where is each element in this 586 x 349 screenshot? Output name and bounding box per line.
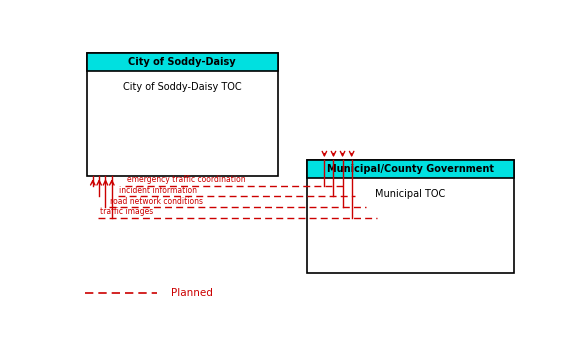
Text: Planned: Planned (171, 288, 213, 298)
Text: road network conditions: road network conditions (110, 196, 203, 206)
Text: City of Soddy-Daisy TOC: City of Soddy-Daisy TOC (123, 82, 241, 92)
Bar (87, 53, 278, 176)
Text: City of Soddy-Daisy: City of Soddy-Daisy (128, 57, 236, 67)
Bar (307, 160, 514, 178)
Bar (307, 160, 514, 273)
Text: Municipal TOC: Municipal TOC (375, 189, 445, 199)
Text: incident information: incident information (119, 186, 197, 195)
Text: traffic images: traffic images (100, 207, 153, 216)
Text: emergency traffic coordination: emergency traffic coordination (127, 175, 246, 184)
Bar (87, 53, 278, 71)
Text: Municipal/County Government: Municipal/County Government (327, 164, 494, 174)
